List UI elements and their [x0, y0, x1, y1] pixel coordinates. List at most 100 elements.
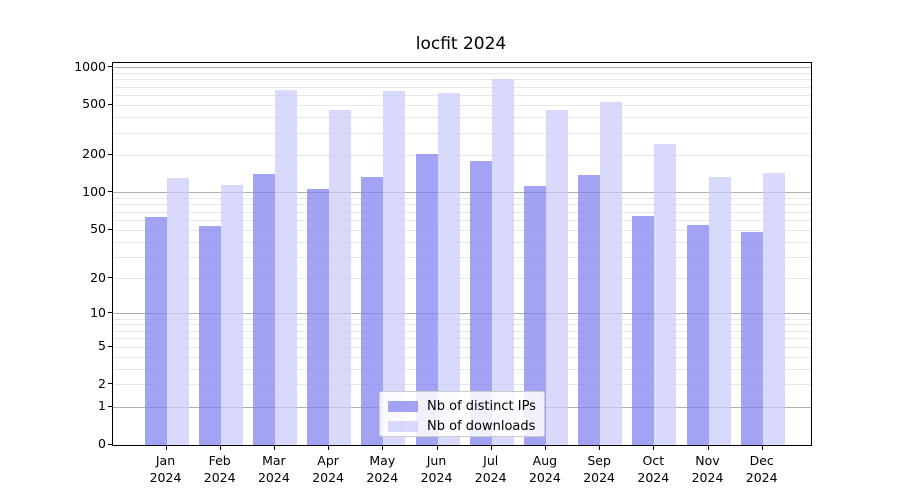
gridline-minor	[113, 318, 811, 320]
gridline-minor	[113, 338, 811, 340]
bar-nb-of-downloads-aug	[545, 109, 568, 445]
bar-nb-of-downloads-nov	[708, 176, 731, 445]
bar-nb-of-distinct-ips-apr	[307, 189, 330, 445]
gridline-minor	[113, 94, 811, 96]
legend-swatch-distinct-ips	[388, 401, 418, 412]
y-tick-label: 20	[90, 269, 106, 285]
x-tick	[165, 445, 167, 450]
legend-item-distinct-ips: Nb of distinct IPs	[388, 398, 536, 415]
bar-nb-of-downloads-feb	[220, 185, 243, 445]
gridline-minor	[113, 117, 811, 119]
y-tick-label: 1000	[74, 58, 106, 74]
gridline-minor	[113, 346, 811, 348]
legend-label-downloads: Nb of downloads	[427, 419, 536, 434]
bar-nb-of-downloads-jun	[437, 93, 460, 445]
x-tick-label: Jul 2024	[474, 453, 507, 485]
plot-area	[112, 62, 812, 446]
y-tick-label: 10	[90, 304, 106, 320]
y-tick	[108, 191, 113, 193]
bar-nb-of-distinct-ips-nov	[686, 225, 709, 445]
gridline-minor	[113, 229, 811, 231]
bar-nb-of-distinct-ips-jul	[469, 160, 492, 445]
x-tick	[273, 445, 275, 450]
x-tick	[544, 445, 546, 450]
x-tick	[599, 445, 601, 450]
bar-nb-of-distinct-ips-jun	[415, 153, 438, 445]
x-tick	[653, 445, 655, 450]
x-tick-label: Apr 2024	[312, 453, 344, 485]
gridline-minor	[113, 241, 811, 243]
gridline-minor	[113, 132, 811, 134]
x-tick-label: May 2024	[366, 453, 399, 485]
x-tick-label: Sep 2024	[583, 453, 615, 485]
gridline-minor	[113, 104, 811, 106]
gridline-minor	[113, 211, 811, 213]
bar-nb-of-downloads-mar	[274, 90, 297, 445]
gridline-major	[113, 313, 811, 315]
gridline-minor	[113, 356, 811, 358]
x-tick-label: Jan 2024	[149, 453, 182, 485]
y-tick	[108, 312, 113, 314]
bar-nb-of-downloads-jan	[166, 177, 189, 445]
legend: Nb of distinct IPs Nb of downloads	[379, 391, 545, 437]
bar-nb-of-downloads-apr	[329, 109, 352, 445]
y-tick	[108, 103, 113, 105]
gridline-minor	[113, 324, 811, 326]
gridline-minor	[113, 79, 811, 81]
x-tick-label: Dec 2024	[745, 453, 778, 485]
x-tick-label: Jun 2024	[420, 453, 453, 485]
y-tick	[108, 66, 113, 68]
gridline-minor	[113, 384, 811, 386]
bar-nb-of-distinct-ips-oct	[632, 216, 655, 445]
y-tick-label: 50	[90, 221, 106, 237]
y-tick-label: 100	[82, 183, 106, 199]
x-tick	[436, 445, 438, 450]
x-tick-label: Aug 2024	[528, 453, 561, 485]
x-tick	[707, 445, 709, 450]
legend-label-distinct-ips: Nb of distinct IPs	[427, 399, 536, 414]
gridline-minor	[113, 204, 811, 206]
bar-nb-of-distinct-ips-feb	[198, 226, 221, 445]
y-tick	[108, 153, 113, 155]
bar-nb-of-distinct-ips-mar	[252, 173, 275, 445]
chart-title: locfit 2024	[415, 34, 507, 54]
x-tick-label: Mar 2024	[257, 453, 290, 485]
gridline-major	[113, 192, 811, 194]
x-tick	[490, 445, 492, 450]
gridline-major	[113, 67, 811, 69]
legend-item-downloads: Nb of downloads	[388, 418, 536, 435]
y-tick-label: 200	[82, 146, 106, 162]
x-tick	[761, 445, 763, 450]
bar-nb-of-distinct-ips-may	[361, 177, 384, 445]
legend-swatch-downloads	[388, 421, 418, 432]
gridline-minor	[113, 219, 811, 221]
x-tick	[328, 445, 330, 450]
y-tick	[108, 277, 113, 279]
y-tick	[108, 405, 113, 407]
bar-nb-of-distinct-ips-sep	[578, 174, 601, 445]
x-tick-label: Oct 2024	[637, 453, 670, 485]
y-tick-label: 0	[98, 436, 106, 451]
gridline-minor	[113, 86, 811, 88]
y-tick-label: 2	[98, 375, 106, 391]
x-tick-label: Nov 2024	[691, 453, 724, 485]
bar-nb-of-downloads-jul	[491, 79, 514, 445]
bar-nb-of-downloads-oct	[654, 144, 677, 445]
y-tick-label: 5	[98, 338, 106, 354]
gridline-minor	[113, 330, 811, 332]
x-tick	[219, 445, 221, 450]
x-tick	[382, 445, 384, 450]
bar-nb-of-distinct-ips-dec	[740, 232, 763, 445]
y-tick-label: 1	[98, 398, 106, 414]
y-tick	[108, 228, 113, 230]
gridline-minor	[113, 278, 811, 280]
y-tick	[108, 383, 113, 385]
y-tick	[108, 345, 113, 347]
gridline-minor	[113, 198, 811, 200]
gridline-minor	[113, 256, 811, 258]
y-tick-label: 500	[82, 96, 106, 112]
bar-nb-of-distinct-ips-jan	[144, 216, 167, 445]
bar-nb-of-downloads-sep	[600, 101, 623, 445]
x-tick-label: Feb 2024	[203, 453, 236, 485]
